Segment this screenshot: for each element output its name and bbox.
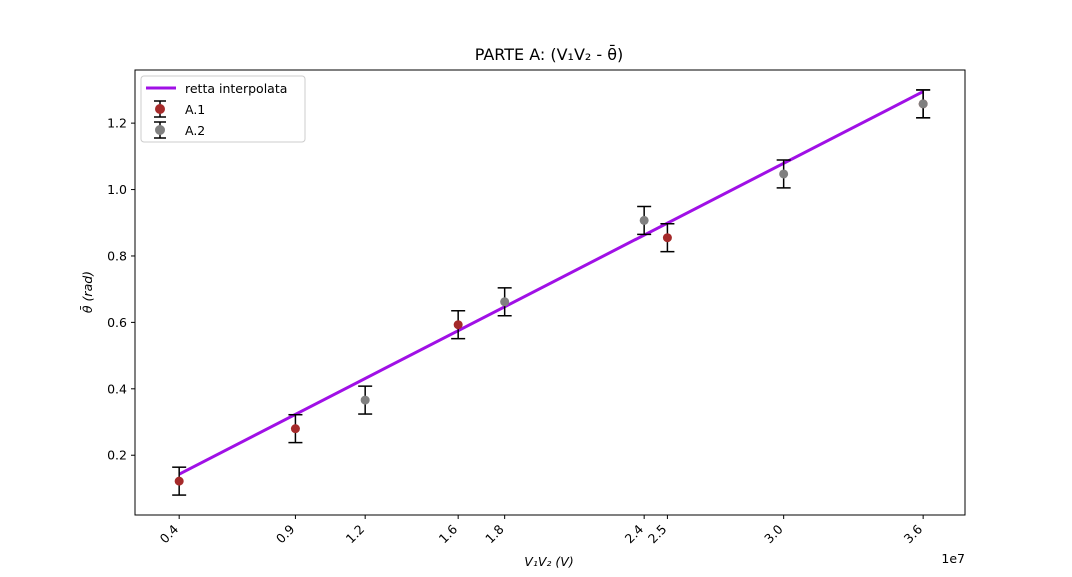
- x-axis: 0.4 0.9 1.2 1.6 1.8 2.42.5 3.0 3.6: [157, 515, 926, 547]
- x-tick-label: 1.2: [343, 522, 368, 547]
- x-tick-label: 1.6: [436, 521, 461, 546]
- fit-line-group: [178, 90, 924, 476]
- legend-box: [140, 75, 306, 143]
- y-tick-label: 1.2: [107, 116, 127, 131]
- data-point-a1: [453, 320, 463, 330]
- y-tick-label: 0.6: [107, 315, 127, 330]
- x-axis-offset-label: 1e7: [941, 551, 965, 566]
- y-axis: 0.2 0.4 0.6 0.8 1.0 1.2: [107, 116, 135, 463]
- data-point-a1: [662, 233, 672, 243]
- x-tick-label: 1.8: [482, 521, 507, 546]
- legend-label-a2: A.2: [185, 123, 205, 138]
- legend-label-fit-line: retta interpolata: [185, 81, 287, 96]
- data-point-a2: [639, 215, 649, 225]
- legend-marker-a1: [155, 104, 165, 114]
- plot-area-frame: [134, 69, 966, 516]
- errorbar-group: [172, 89, 931, 496]
- data-point-a1: [174, 476, 184, 486]
- data-point-a2: [779, 169, 789, 179]
- y-tick-label: 0.8: [107, 248, 127, 263]
- legend: retta interpolata A.1 A.2: [140, 75, 306, 143]
- x-tick-label: 2.4: [622, 521, 647, 546]
- x-tick-label: 3.0: [761, 521, 786, 546]
- x-tick-label: 0.4: [157, 521, 182, 546]
- x-axis-title: V₁V₂ (V): [524, 554, 573, 569]
- data-point-a2: [500, 297, 510, 307]
- legend-marker-a2: [155, 125, 165, 135]
- legend-label-a1: A.1: [185, 102, 205, 117]
- y-tick-label: 0.4: [107, 381, 127, 396]
- data-point-a2: [918, 99, 928, 109]
- x-tick-label: 3.6: [901, 521, 926, 546]
- x-tick-label: 2.5: [645, 522, 670, 547]
- data-point-a1: [290, 424, 300, 434]
- data-point-a2: [360, 395, 370, 405]
- x-tick-label: 0.9: [273, 521, 298, 546]
- y-tick-label: 1.0: [107, 182, 127, 197]
- fit-line: [178, 90, 924, 476]
- y-axis-title: θ̄ (rad): [80, 271, 95, 313]
- y-tick-label: 0.2: [107, 448, 127, 463]
- chart-title: PARTE A: (V₁V₂ - θ̄): [475, 45, 624, 64]
